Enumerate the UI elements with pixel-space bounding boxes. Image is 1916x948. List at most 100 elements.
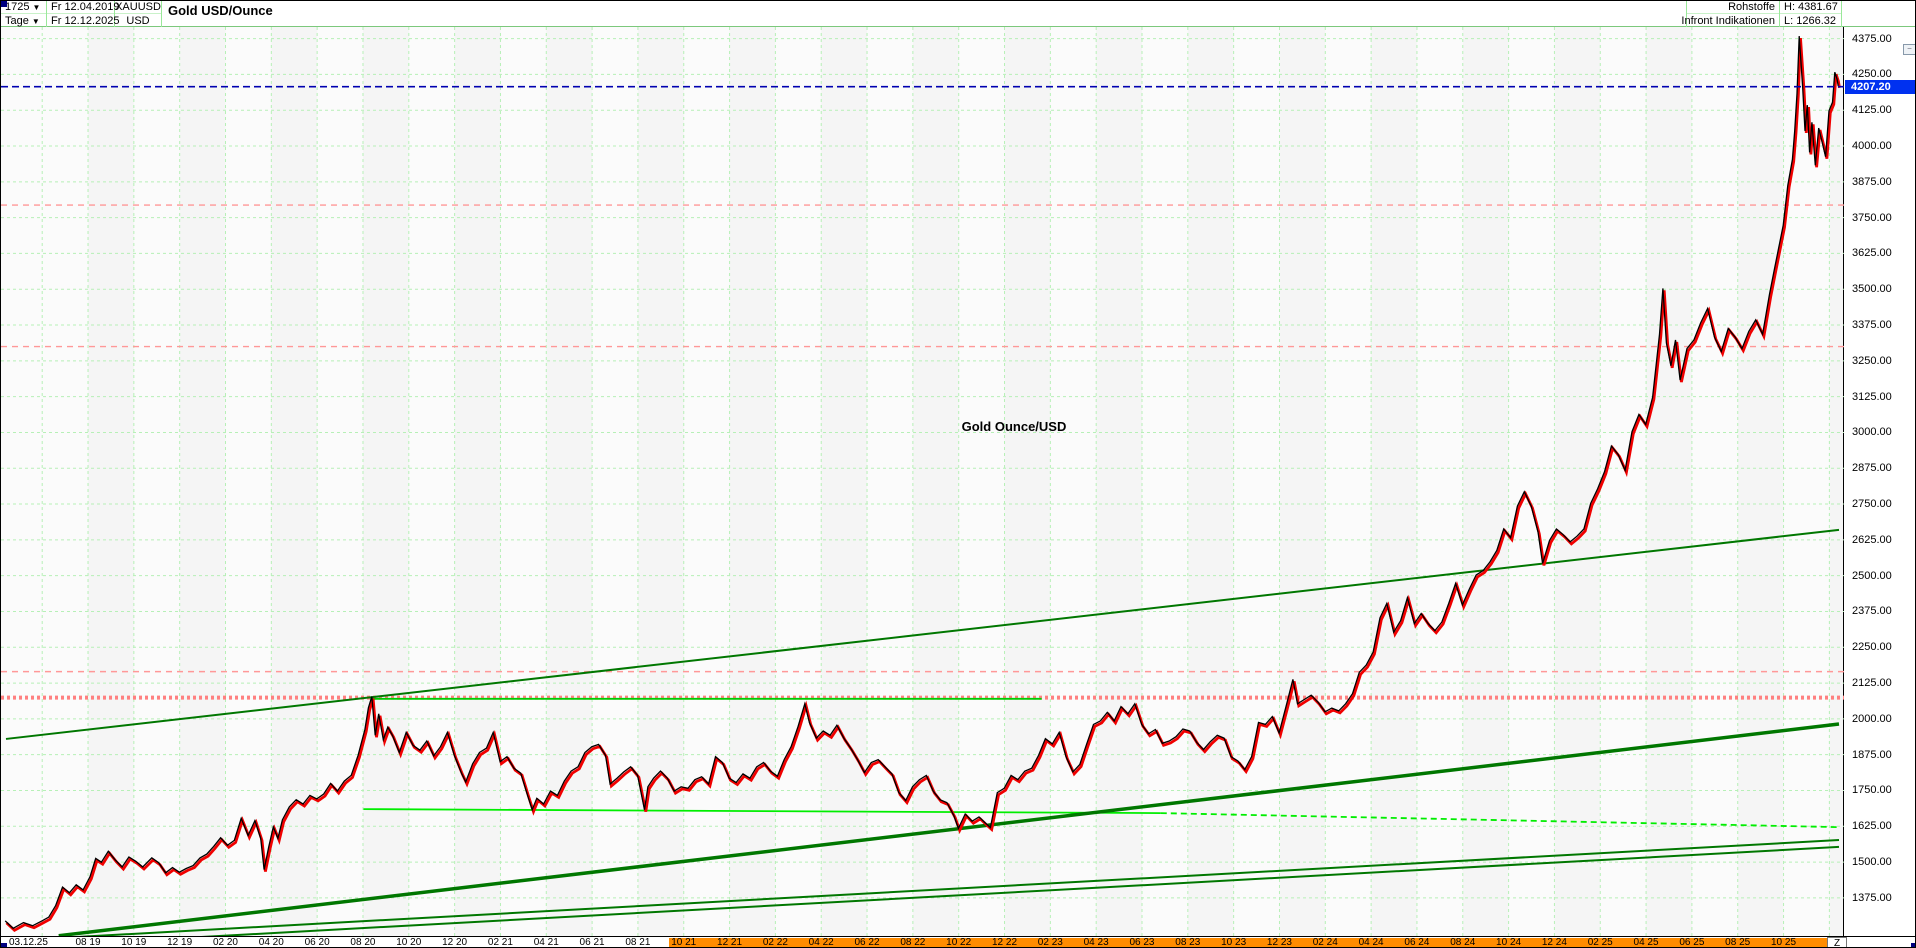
chart-canvas: Gold Ounce/USD xyxy=(1,27,1844,936)
time-axis-label: 12 22 xyxy=(991,937,1018,948)
price-axis-label: 2875.00 xyxy=(1852,462,1892,475)
price-axis-label: 1500.00 xyxy=(1852,856,1892,869)
trendline-main-thick xyxy=(58,722,1840,936)
chart-title: Gold Ounce/USD xyxy=(962,419,1067,434)
plot-band xyxy=(1829,27,1844,936)
price-axis-label: 3250.00 xyxy=(1852,354,1892,367)
plot-band xyxy=(1096,27,1142,936)
time-axis-label: 08 24 xyxy=(1450,937,1476,948)
plot-band xyxy=(913,27,959,936)
time-axis-label: 02 20 xyxy=(212,937,238,948)
price-axis-label: 4250.00 xyxy=(1852,68,1892,81)
time-axis-label: 10 24 xyxy=(1496,937,1522,948)
trendline-lower-a xyxy=(76,839,1840,936)
support-1671-lime-dashed xyxy=(1160,812,1840,829)
time-axis-label: 10 23 xyxy=(1221,937,1247,948)
plot-band xyxy=(363,27,409,936)
chevron-down-icon: ▼ xyxy=(32,3,41,12)
price-axis-label: 1875.00 xyxy=(1852,748,1892,761)
plot-band xyxy=(1371,27,1417,936)
time-axis-label: 04 20 xyxy=(258,937,284,948)
plot-band xyxy=(1005,27,1051,936)
zoom-reset-button[interactable]: Z xyxy=(1827,937,1847,947)
series-path-up xyxy=(4,36,1839,930)
time-axis-label: 02 21 xyxy=(487,937,513,948)
date-to-field[interactable]: Fr 12.12.2025 xyxy=(51,14,120,27)
time-axis-label: 08 19 xyxy=(75,937,101,948)
page-title: Gold USD/Ounce xyxy=(168,3,273,18)
price-axis-label: 3500.00 xyxy=(1852,283,1892,296)
currency-label: USD xyxy=(126,14,150,27)
price-axis-label: 3375.00 xyxy=(1852,319,1892,332)
time-axis-label: 12 23 xyxy=(1266,937,1292,948)
time-axis-highlight-band xyxy=(669,938,1827,947)
trendline-lower-b xyxy=(201,845,1840,936)
time-axis-label: 04 22 xyxy=(808,937,834,948)
grid xyxy=(1,27,1844,936)
plot-band xyxy=(1646,27,1692,936)
time-axis-label: 10 22 xyxy=(946,937,972,948)
plot-band xyxy=(1554,27,1600,936)
plot-band xyxy=(1279,27,1325,936)
window-resize-handle[interactable] xyxy=(1,943,7,947)
price-axis-label: 4000.00 xyxy=(1852,140,1892,153)
time-axis-label: 10 19 xyxy=(121,937,147,948)
price-axis-label: 3000.00 xyxy=(1852,426,1892,439)
time-axis-label: 10 21 xyxy=(671,937,697,948)
time-axis-label: 10 20 xyxy=(396,937,422,948)
time-axis-label: 06 22 xyxy=(854,937,880,948)
window-resize-handle[interactable] xyxy=(1911,943,1915,947)
plot-band xyxy=(730,27,776,936)
time-axis-label: 12 20 xyxy=(442,937,468,948)
time-axis-label: 02 25 xyxy=(1587,937,1613,948)
chart-plot-area[interactable]: Gold Ounce/USD xyxy=(1,27,1844,936)
window-resize-handle[interactable] xyxy=(1,1,7,7)
price-axis-label: 2125.00 xyxy=(1852,677,1892,690)
support-1685-lime xyxy=(363,808,1161,815)
plot-band xyxy=(1738,27,1784,936)
time-axis-label: 12 24 xyxy=(1541,937,1567,948)
chart-header: 1725 ▼ Tage ▼ Fr 12.04.2019 Fr 12.12.2025 … xyxy=(1,1,1915,27)
time-axis-label: 06 23 xyxy=(1129,937,1155,948)
period-cell: 1725 ▼ Tage ▼ xyxy=(1,1,47,27)
period-value: 1725 xyxy=(5,1,30,13)
time-axis-label: 04 23 xyxy=(1083,937,1109,948)
price-axis-label: 2000.00 xyxy=(1852,712,1892,725)
price-axis-label: 2375.00 xyxy=(1852,605,1892,618)
symbol-cell: XAUUSD USD xyxy=(115,1,162,27)
period-value-dropdown[interactable]: 1725 ▼ xyxy=(1,1,44,13)
title-cell: Gold USD/Ounce xyxy=(162,1,1687,27)
market-label: Rohstoffe xyxy=(1728,1,1775,13)
provider-label: Infront Indikationen xyxy=(1681,14,1775,27)
market-cell: Rohstoffe Infront Indikationen xyxy=(1681,1,1780,27)
time-axis-label: 12 19 xyxy=(167,937,193,948)
plot-band xyxy=(180,27,226,936)
time-axis-label: 08 25 xyxy=(1725,937,1751,948)
price-axis-label: 3625.00 xyxy=(1852,247,1892,260)
time-axis-label-first: 03.12.25 xyxy=(9,937,48,948)
trendline-upper xyxy=(5,528,1840,740)
chevron-down-icon: ▼ xyxy=(31,16,40,26)
collapse-axis-icon[interactable]: − xyxy=(1903,44,1915,55)
time-axis-label: 04 24 xyxy=(1358,937,1384,948)
price-axis-label: 2750.00 xyxy=(1852,498,1892,511)
plot-band xyxy=(821,27,867,936)
low-value: L: 1266.32 xyxy=(1784,14,1836,27)
time-axis-label: 02 22 xyxy=(762,937,788,948)
period-unit-dropdown[interactable]: Tage ▼ xyxy=(1,15,44,27)
time-axis-label: 06 21 xyxy=(579,937,605,948)
time-axis-label: 08 20 xyxy=(350,937,376,948)
time-axis[interactable]: Z 03.12.25 08 19 10 19 12 19 02 20 04 20 06 20… xyxy=(1,936,1915,948)
price-axis-label: 3750.00 xyxy=(1852,211,1892,224)
date-from-field[interactable]: Fr 12.04.2019 xyxy=(51,1,120,13)
time-axis-label: 08 21 xyxy=(625,937,651,948)
price-axis[interactable]: − 4375.00 4250.00 4125.00 4000.00 3875.00 375… xyxy=(1845,27,1915,936)
price-axis-label: 4125.00 xyxy=(1852,104,1892,117)
last-price-badge: 4207.20 xyxy=(1845,79,1915,94)
time-axis-label: 02 23 xyxy=(1037,937,1063,948)
price-axis-label: 2250.00 xyxy=(1852,641,1892,654)
plot-band xyxy=(455,27,501,936)
time-axis-label: 04 25 xyxy=(1633,937,1659,948)
symbol-label: XAUUSD xyxy=(115,1,161,13)
